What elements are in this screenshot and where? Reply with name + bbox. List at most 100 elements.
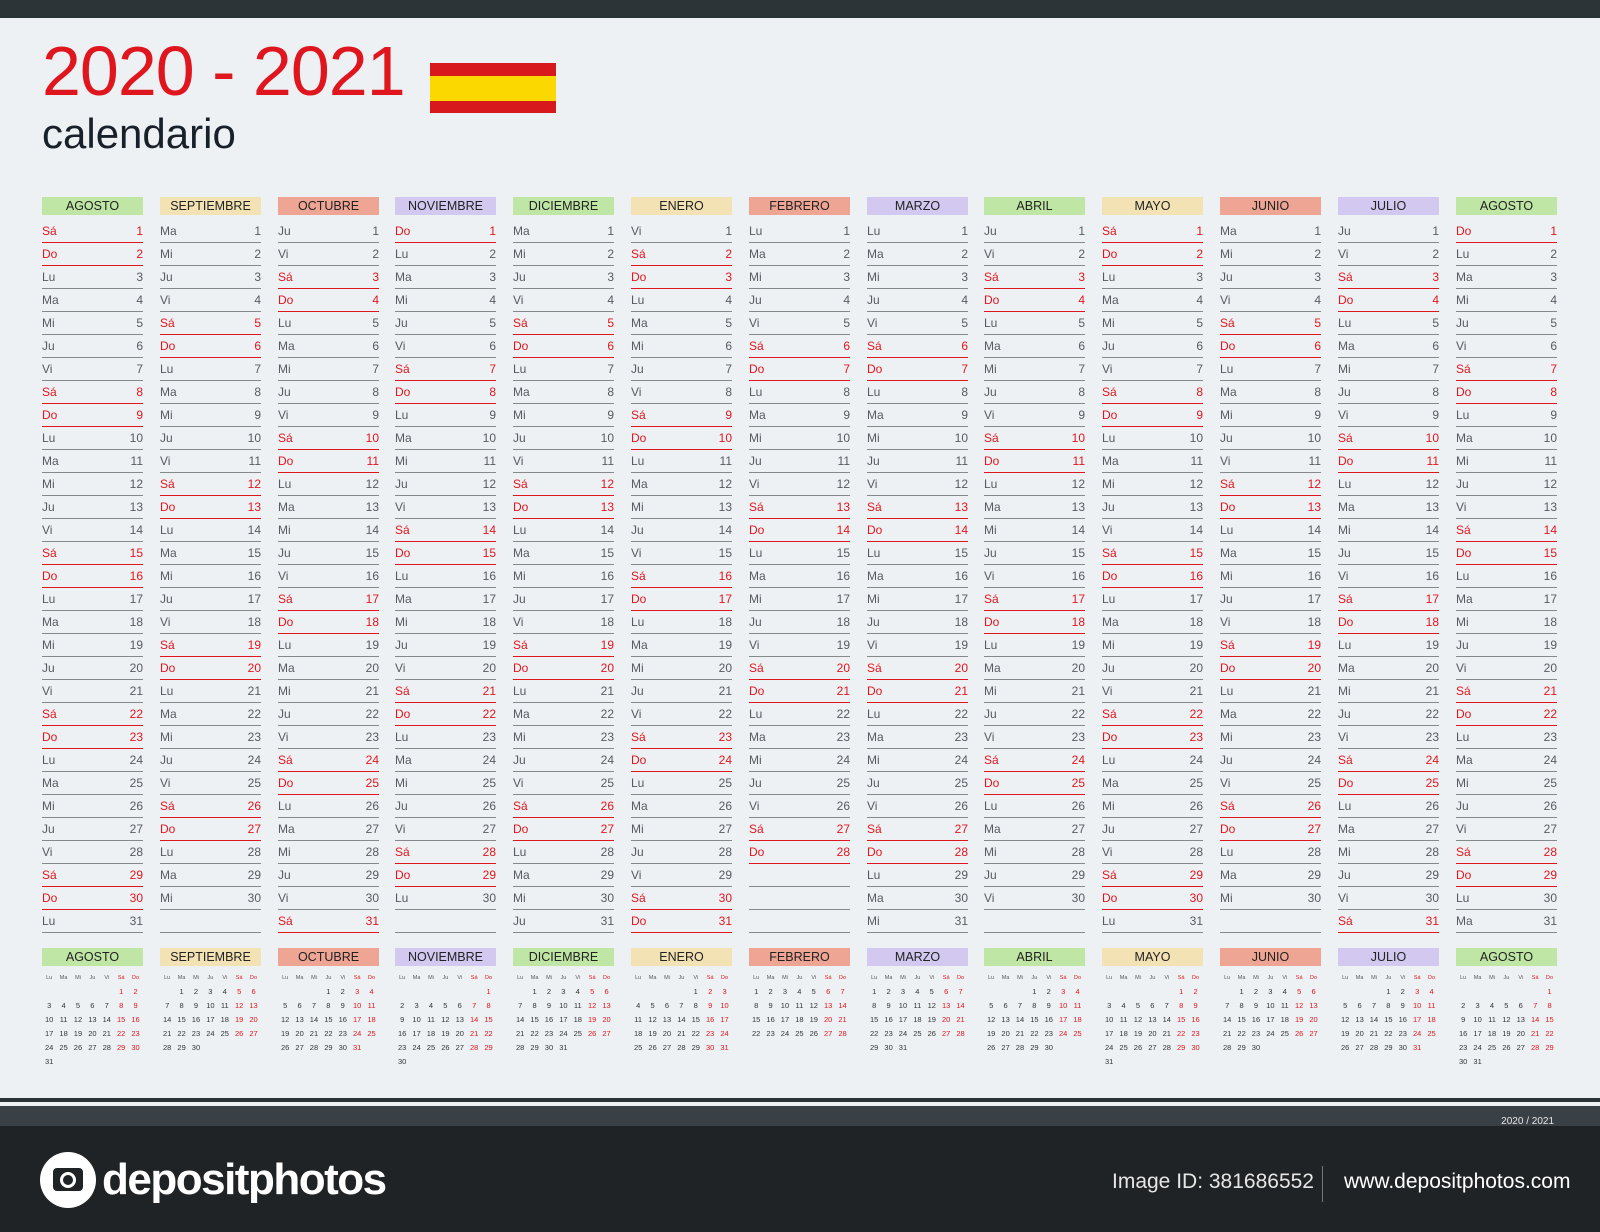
day-row: Ju 15 [1338, 542, 1439, 565]
weekday-label: Sá [278, 753, 293, 767]
weekday-label: Ju [42, 500, 55, 514]
weekday-label: Vi [1456, 661, 1467, 675]
day-number: 18 [247, 615, 261, 629]
weekday-label: Do [749, 523, 765, 537]
weekday-label: Ma [1338, 500, 1355, 514]
day-number: 7 [1550, 362, 1557, 376]
day-row: Sá 24 [278, 749, 379, 772]
day-number: 15 [718, 546, 732, 560]
day-row: Ma 26 [631, 795, 732, 818]
day-number: 29 [954, 868, 968, 882]
day-row: Mi 31 [867, 910, 968, 933]
footer-band [0, 1106, 1600, 1126]
day-row: Do 9 [42, 404, 143, 427]
day-row: Ma 17 [1456, 588, 1557, 611]
day-number: 18 [482, 615, 496, 629]
weekday-label: Sá [631, 408, 646, 422]
weekday-label: Ma [513, 546, 530, 560]
day-row: Sá 26 [160, 795, 261, 818]
weekday-label: Ma [749, 730, 766, 744]
day-row: Vi 18 [513, 611, 614, 634]
day-row: Ju 24 [513, 749, 614, 772]
day-number: 2 [1550, 247, 1557, 261]
day-row: Mi 2 [160, 243, 261, 266]
day-row: Vi 26 [867, 795, 968, 818]
mini-week-row: 21 22 23 24 25 26 27 [516, 1029, 611, 1038]
day-number: 17 [129, 592, 143, 606]
day-number: 29 [718, 868, 732, 882]
weekday-label: Do [1338, 776, 1354, 790]
weekday-label: Lu [984, 316, 998, 330]
day-row: Mi 24 [749, 749, 850, 772]
weekday-label: Do [42, 730, 58, 744]
day-number: 17 [1071, 592, 1085, 606]
day-row: Sá 10 [1338, 427, 1439, 450]
weekday-label: Sá [867, 339, 882, 353]
day-number: 25 [1307, 776, 1321, 790]
weekday-label: Lu [749, 707, 763, 721]
day-row: Ma 29 [513, 864, 614, 887]
depositphotos-logo-icon [40, 1152, 96, 1208]
day-number: 27 [954, 822, 968, 836]
mini-month-header: DICIEMBRE [513, 948, 614, 966]
day-row: Sá 20 [867, 657, 968, 680]
day-number: 7 [607, 362, 614, 376]
day-number: 9 [254, 408, 261, 422]
weekday-label: Sá [1456, 523, 1471, 537]
day-row: Ju 1 [278, 220, 379, 243]
day-number: 9 [1078, 408, 1085, 422]
day-number: 14 [1543, 523, 1557, 537]
day-number: 28 [1071, 845, 1085, 859]
weekday-label: Sá [631, 247, 646, 261]
weekday-label: Lu [395, 408, 409, 422]
weekday-label: Lu [1102, 914, 1116, 928]
day-row: Vi 11 [160, 450, 261, 473]
month-header: DICIEMBRE [513, 197, 614, 215]
day-number: 28 [365, 845, 379, 859]
day-number: 15 [1543, 546, 1557, 560]
mini-month-header: FEBRERO [749, 948, 850, 966]
weekday-label: Vi [1456, 500, 1467, 514]
day-row: Ma 9 [749, 404, 850, 427]
day-number: 20 [247, 661, 261, 675]
month-column: ABRIL Ju 1 Vi 2 Sá 3 Do 4 Lu 5 Ma 6 Mi 7 Ju 8 Vi 9 Sá 10 Do 11… [984, 197, 1085, 933]
weekday-label: Ma [42, 454, 59, 468]
day-row: Sá 12 [513, 473, 614, 496]
weekday-label: Ma [631, 638, 648, 652]
day-row: Vi 29 [631, 864, 732, 887]
weekday-label: Ju [1338, 868, 1351, 882]
day-number: 30 [247, 891, 261, 905]
day-row: Ma 4 [42, 289, 143, 312]
weekday-label: Mi [513, 408, 526, 422]
weekday-label: Mi [278, 684, 291, 698]
day-row: Do 17 [631, 588, 732, 611]
day-number: 1 [489, 224, 496, 238]
weekday-label: Do [1220, 339, 1236, 353]
day-row: Do 25 [278, 772, 379, 795]
month-header: SEPTIEMBRE [160, 197, 261, 215]
weekday-label: Sá [513, 799, 528, 813]
weekday-label: Ju [513, 270, 526, 284]
weekday-label: Ju [867, 776, 880, 790]
day-number: 14 [600, 523, 614, 537]
day-row: Ma 17 [395, 588, 496, 611]
mini-week-row: 9 10 11 12 13 14 15 [1461, 1015, 1554, 1024]
weekday-label: Lu [1220, 523, 1234, 537]
day-row: Do 13 [1220, 496, 1321, 519]
day-row: Do 22 [1456, 703, 1557, 726]
day-number: 8 [254, 385, 261, 399]
day-number: 3 [1314, 270, 1321, 284]
day-number: 31 [600, 914, 614, 928]
weekday-label: Lu [278, 316, 292, 330]
day-row: Ma 8 [160, 381, 261, 404]
mini-week-row: 26 27 28 29 30 31 [281, 1043, 362, 1052]
spain-flag-icon [430, 63, 556, 113]
weekday-label: Lu [984, 799, 998, 813]
weekday-label: Sá [42, 868, 57, 882]
day-row: Ju 27 [42, 818, 143, 841]
day-number: 21 [1189, 684, 1203, 698]
weekday-label: Lu [1102, 592, 1116, 606]
day-number: 2 [843, 247, 850, 261]
weekday-label: Mi [160, 891, 173, 905]
weekday-label: Vi [984, 891, 995, 905]
